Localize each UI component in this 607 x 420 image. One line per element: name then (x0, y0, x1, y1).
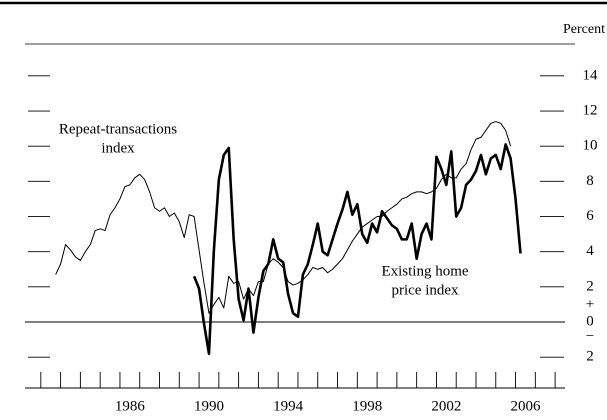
y-tick-label: 2 (586, 278, 594, 294)
y-tick-label: 2 (586, 349, 594, 365)
x-tick-label: 1998 (352, 398, 382, 414)
x-tick-label: 2006 (510, 398, 541, 414)
y-tick-label: 12 (583, 102, 598, 118)
annotation: Repeat-transactions (59, 121, 177, 137)
y-tick-label: 10 (583, 138, 598, 154)
y-tick-label: 8 (586, 173, 594, 189)
y-tick-label: 14 (583, 67, 599, 83)
x-tick-label: 1986 (115, 398, 146, 414)
x-tick-label: 2002 (431, 398, 461, 414)
sign-label: − (586, 328, 594, 344)
y-tick-label: 6 (586, 208, 594, 224)
x-tick-label: 1990 (194, 398, 224, 414)
axis-label: Percent (563, 22, 605, 37)
annotation: price index (391, 282, 459, 298)
y-tick-label: 4 (586, 243, 594, 259)
line-series (192, 143, 522, 355)
x-tick-label: 1994 (273, 398, 304, 414)
sign-label: + (586, 296, 594, 312)
annotation: Existing home (381, 263, 468, 279)
annotation: index (101, 140, 135, 156)
y-tick-label: 0 (586, 313, 594, 329)
